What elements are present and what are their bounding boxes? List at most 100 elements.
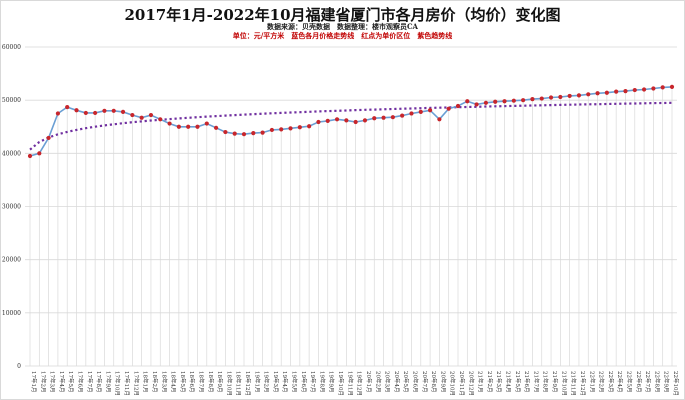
data-point-marker bbox=[539, 96, 544, 101]
x-tick-label: 22年5月 bbox=[625, 371, 633, 393]
x-tick-label: 19年2月 bbox=[263, 371, 271, 393]
data-point-marker bbox=[400, 113, 405, 118]
data-point-marker bbox=[567, 93, 572, 99]
data-point-marker bbox=[334, 117, 340, 122]
x-axis: 17年1月 17年2月 17年3月 17年4月 17年5月 17年6月 17年7月 17年8月… bbox=[30, 371, 680, 396]
data-point-marker bbox=[586, 92, 591, 97]
x-tick-label: 19年4月 bbox=[281, 371, 289, 393]
x-tick-label: 20年5月 bbox=[402, 371, 410, 393]
x-tick-label: 22年10月 bbox=[672, 371, 680, 396]
x-tick-label: 19年10月 bbox=[337, 371, 345, 396]
x-tick-label: 22年4月 bbox=[616, 371, 624, 393]
x-tick-label: 17年3月 bbox=[49, 371, 57, 393]
x-tick-label: 21年9月 bbox=[551, 371, 559, 393]
x-tick-label: 20年2月 bbox=[374, 371, 382, 393]
x-tick-label: 20年4月 bbox=[393, 371, 401, 393]
x-tick-label: 21年2月 bbox=[486, 371, 494, 393]
data-point-marker bbox=[483, 100, 489, 105]
y-tick-label: 60000 bbox=[2, 44, 21, 51]
x-tick-label: 17年8月 bbox=[95, 371, 103, 393]
data-point-marker bbox=[493, 99, 498, 104]
x-tick-label: 20年11月 bbox=[458, 371, 466, 396]
x-tick-label: 18年2月 bbox=[151, 371, 159, 393]
x-tick-label: 19年5月 bbox=[291, 371, 299, 393]
data-point-marker bbox=[502, 99, 507, 104]
x-tick-label: 19年7月 bbox=[309, 371, 317, 393]
x-tick-label: 20年10月 bbox=[449, 371, 457, 396]
x-tick-label: 21年3月 bbox=[495, 371, 503, 393]
data-point-marker bbox=[316, 119, 321, 125]
data-point-marker bbox=[148, 112, 154, 118]
data-point-marker bbox=[660, 85, 665, 90]
data-point-marker bbox=[344, 118, 349, 123]
x-tick-label: 18年7月 bbox=[197, 371, 205, 393]
x-tick-label: 19年3月 bbox=[272, 371, 280, 393]
data-point-marker bbox=[418, 109, 423, 114]
x-tick-label: 17年1月 bbox=[30, 371, 38, 393]
x-tick-label: 18年10月 bbox=[225, 371, 233, 396]
data-point-marker bbox=[604, 90, 609, 95]
x-tick-label: 18年9月 bbox=[216, 371, 224, 393]
data-point-marker bbox=[195, 124, 200, 129]
x-tick-label: 19年12月 bbox=[356, 371, 364, 396]
x-tick-label: 18年12月 bbox=[244, 371, 252, 396]
x-tick-label: 21年10月 bbox=[560, 371, 568, 396]
x-tick-label: 22年9月 bbox=[663, 371, 671, 393]
x-tick-label: 17年6月 bbox=[77, 371, 85, 393]
data-point-marker bbox=[241, 132, 247, 137]
data-point-marker bbox=[55, 111, 61, 116]
data-point-marker bbox=[427, 108, 433, 113]
data-point-marker bbox=[251, 131, 256, 136]
x-tick-label: 18年4月 bbox=[170, 371, 178, 393]
data-point-marker bbox=[614, 89, 619, 94]
price-polyline bbox=[29, 86, 673, 157]
x-tick-label: 22年3月 bbox=[607, 371, 615, 393]
data-point-marker bbox=[297, 125, 302, 130]
x-tick-label: 20年1月 bbox=[365, 371, 373, 393]
x-tick-label: 17年2月 bbox=[39, 371, 47, 393]
trend-polyline bbox=[29, 101, 673, 151]
x-tick-label: 19年11月 bbox=[346, 371, 354, 396]
data-point-marker bbox=[390, 115, 395, 120]
x-tick-label: 20年9月 bbox=[439, 371, 447, 393]
data-point-marker bbox=[27, 153, 33, 159]
x-tick-label: 20年12月 bbox=[467, 371, 475, 396]
x-tick-label: 19年1月 bbox=[253, 371, 261, 393]
data-point-marker bbox=[455, 103, 461, 109]
x-tick-label: 18年3月 bbox=[160, 371, 168, 393]
data-point-marker bbox=[623, 89, 628, 94]
data-point-marker bbox=[120, 109, 126, 114]
x-tick-label: 17年10月 bbox=[114, 371, 122, 396]
data-point-marker bbox=[213, 125, 219, 130]
data-point-marker bbox=[260, 130, 265, 135]
data-point-marker bbox=[102, 108, 107, 113]
x-tick-label: 21年6月 bbox=[523, 371, 531, 393]
x-tick-label: 18年1月 bbox=[142, 371, 150, 393]
data-point-marker bbox=[176, 124, 181, 129]
data-point-marker bbox=[595, 91, 600, 96]
data-point-marker bbox=[437, 117, 442, 122]
data-point-marker bbox=[558, 94, 563, 100]
y-tick-label: 30000 bbox=[2, 204, 21, 211]
data-point-marker bbox=[232, 131, 237, 136]
x-tick-label: 17年12月 bbox=[132, 371, 140, 396]
x-tick-label: 21年4月 bbox=[505, 371, 513, 393]
data-point-marker bbox=[465, 99, 470, 104]
data-point-marker bbox=[362, 118, 368, 123]
data-point-marker bbox=[381, 115, 386, 120]
data-point-marker bbox=[269, 127, 275, 133]
data-point-marker bbox=[37, 151, 42, 156]
y-axis: 0 10000 20000 30000 40000 50000 60000 bbox=[2, 44, 21, 370]
data-point-marker bbox=[288, 126, 293, 131]
data-point-marker bbox=[548, 95, 554, 100]
data-point-marker bbox=[641, 87, 647, 92]
data-point-marker bbox=[576, 93, 582, 98]
gridlines bbox=[25, 46, 677, 367]
x-tick-label: 21年12月 bbox=[579, 371, 587, 396]
data-point-marker bbox=[325, 118, 330, 124]
data-point-marker bbox=[46, 135, 51, 141]
data-point-marker bbox=[353, 119, 358, 125]
y-tick-label: 40000 bbox=[2, 150, 21, 157]
